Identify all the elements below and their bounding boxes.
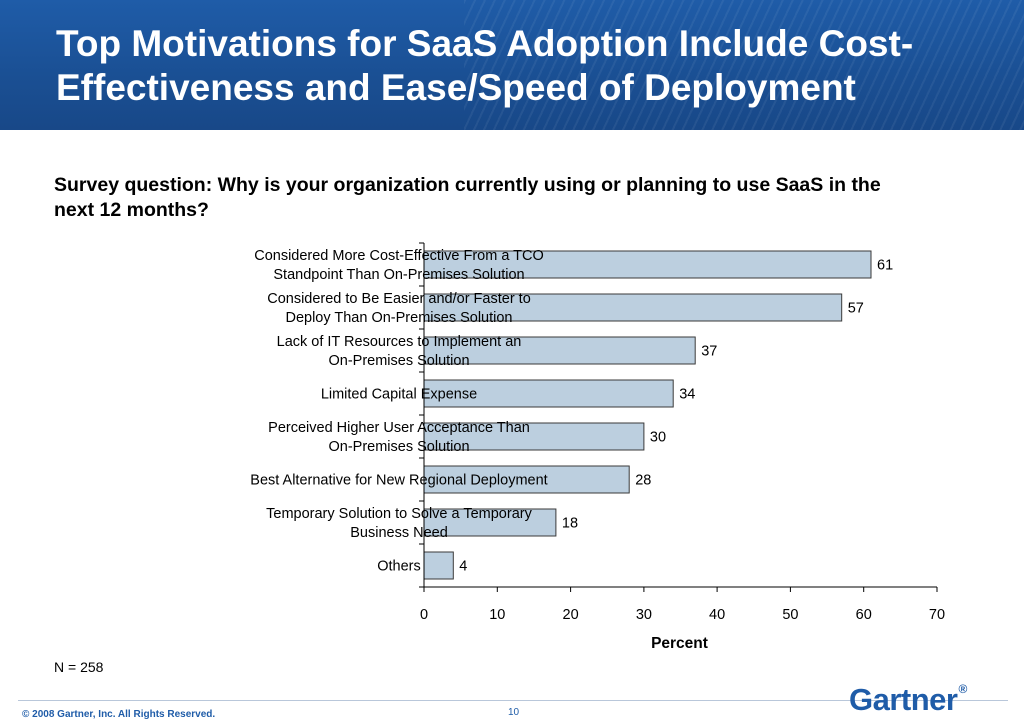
bar (423, 379, 674, 408)
category-label: Perceived Higher User Acceptance Than (268, 420, 530, 436)
category-label: Business Need (350, 525, 448, 541)
category-label: On-Premises Solution (328, 353, 469, 369)
bar (423, 250, 872, 279)
logo-wordmark: Gartner (849, 682, 958, 717)
page-number: 10 (508, 707, 520, 718)
sample-size-note: N = 258 (54, 659, 104, 675)
category-label: Standpoint Than On-Premises Solution (273, 267, 524, 283)
survey-question: Survey question: Why is your organizatio… (54, 174, 881, 221)
data-label: 4 (459, 559, 467, 575)
bar (423, 551, 454, 580)
x-tick-label: 30 (636, 607, 652, 623)
category-label: Considered to Be Easier and/or Faster to (267, 291, 531, 307)
category-label: Lack of IT Resources to Implement an (277, 334, 522, 350)
slide-header: Top Motivations for SaaS Adoption Includ… (0, 0, 1024, 130)
x-tick-label: 40 (709, 607, 725, 623)
data-label: 18 (562, 516, 578, 532)
x-tick-label: 20 (563, 607, 579, 623)
category-label: Considered More Cost-Effective From a TC… (254, 248, 544, 264)
data-label: 28 (635, 473, 651, 489)
data-label: 34 (679, 387, 695, 403)
category-label: Limited Capital Expense (321, 387, 477, 403)
x-tick-label: 0 (420, 607, 428, 623)
header-texture (464, 0, 1024, 130)
bar (423, 422, 645, 451)
x-tick-label: 60 (856, 607, 872, 623)
category-label: On-Premises Solution (328, 439, 469, 455)
category-label: Others (377, 559, 421, 575)
data-label: 61 (877, 258, 893, 274)
x-tick-label: 70 (929, 607, 945, 623)
category-label: Best Alternative for New Regional Deploy… (250, 473, 547, 489)
copyright-text: © 2008 Gartner, Inc. All Rights Reserved… (22, 709, 216, 720)
x-axis-title: Percent (651, 635, 708, 652)
category-label: Temporary Solution to Solve a Temporary (266, 506, 532, 522)
gartner-logo: Gartner® (849, 682, 967, 718)
data-label: 57 (848, 301, 864, 317)
x-tick-label: 10 (489, 607, 505, 623)
category-label: Deploy Than On-Premises Solution (285, 310, 512, 326)
footer-divider (18, 700, 1008, 701)
slide-title: Top Motivations for SaaS Adoption Includ… (56, 23, 914, 108)
bar (423, 336, 696, 365)
logo-registered-mark: ® (958, 682, 967, 696)
data-label: 30 (650, 430, 666, 446)
x-tick-label: 50 (782, 607, 798, 623)
data-label: 37 (701, 344, 717, 360)
bar (423, 293, 843, 322)
